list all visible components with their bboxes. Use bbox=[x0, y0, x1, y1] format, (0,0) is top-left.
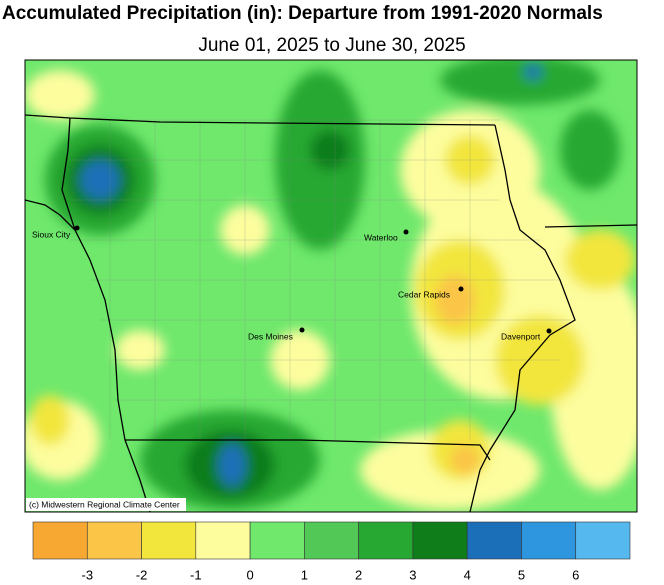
legend-tick-label: -3 bbox=[81, 567, 93, 582]
city-dot bbox=[403, 229, 409, 235]
legend-swatch bbox=[412, 521, 468, 560]
credit-box bbox=[26, 498, 186, 511]
legend-tick-label: 0 bbox=[246, 567, 253, 582]
legend-swatch bbox=[575, 521, 631, 560]
legend-tick-label: -1 bbox=[190, 567, 202, 582]
legend-swatch bbox=[249, 521, 305, 560]
subtitle: June 01, 2025 to June 30, 2025 bbox=[198, 35, 465, 56]
legend-swatch bbox=[32, 521, 88, 560]
legend-swatch bbox=[358, 521, 414, 560]
legend-tick-label: 3 bbox=[409, 567, 416, 582]
legend-swatch bbox=[195, 521, 251, 560]
city-dot bbox=[74, 225, 80, 231]
title: Accumulated Precipitation (in): Departur… bbox=[2, 3, 603, 24]
map-frame bbox=[24, 59, 638, 513]
legend-swatch bbox=[141, 521, 197, 560]
cities: Sioux City Waterloo Cedar Rapids Des Moines… bbox=[32, 225, 552, 341]
legend-tick-label: 4 bbox=[464, 567, 471, 582]
legend-tick-label: 2 bbox=[355, 567, 362, 582]
city-dot bbox=[458, 286, 464, 292]
city-label: Cedar Rapids bbox=[398, 289, 450, 299]
legend-swatch bbox=[521, 521, 577, 560]
legend-tick-label: 6 bbox=[572, 567, 579, 582]
city-label: Des Moines bbox=[248, 331, 293, 341]
map bbox=[25, 60, 637, 512]
city-label: Davenport bbox=[501, 331, 541, 341]
legend-tick-label: 1 bbox=[301, 567, 308, 582]
legend-swatch bbox=[86, 521, 142, 560]
legend-swatch bbox=[466, 521, 522, 560]
city-dot bbox=[546, 328, 552, 334]
city-label: Waterloo bbox=[364, 232, 398, 242]
legend-tick-label: -2 bbox=[136, 567, 148, 582]
legend: -3 -2 -1 0 1 2 3 4 5 6 bbox=[32, 521, 631, 582]
legend-tick-label: 5 bbox=[518, 567, 525, 582]
credit: (c) Midwestern Regional Climate Center bbox=[29, 499, 180, 509]
city-dot bbox=[299, 327, 305, 333]
city-label: Sioux City bbox=[32, 229, 71, 239]
legend-swatch bbox=[304, 521, 359, 560]
